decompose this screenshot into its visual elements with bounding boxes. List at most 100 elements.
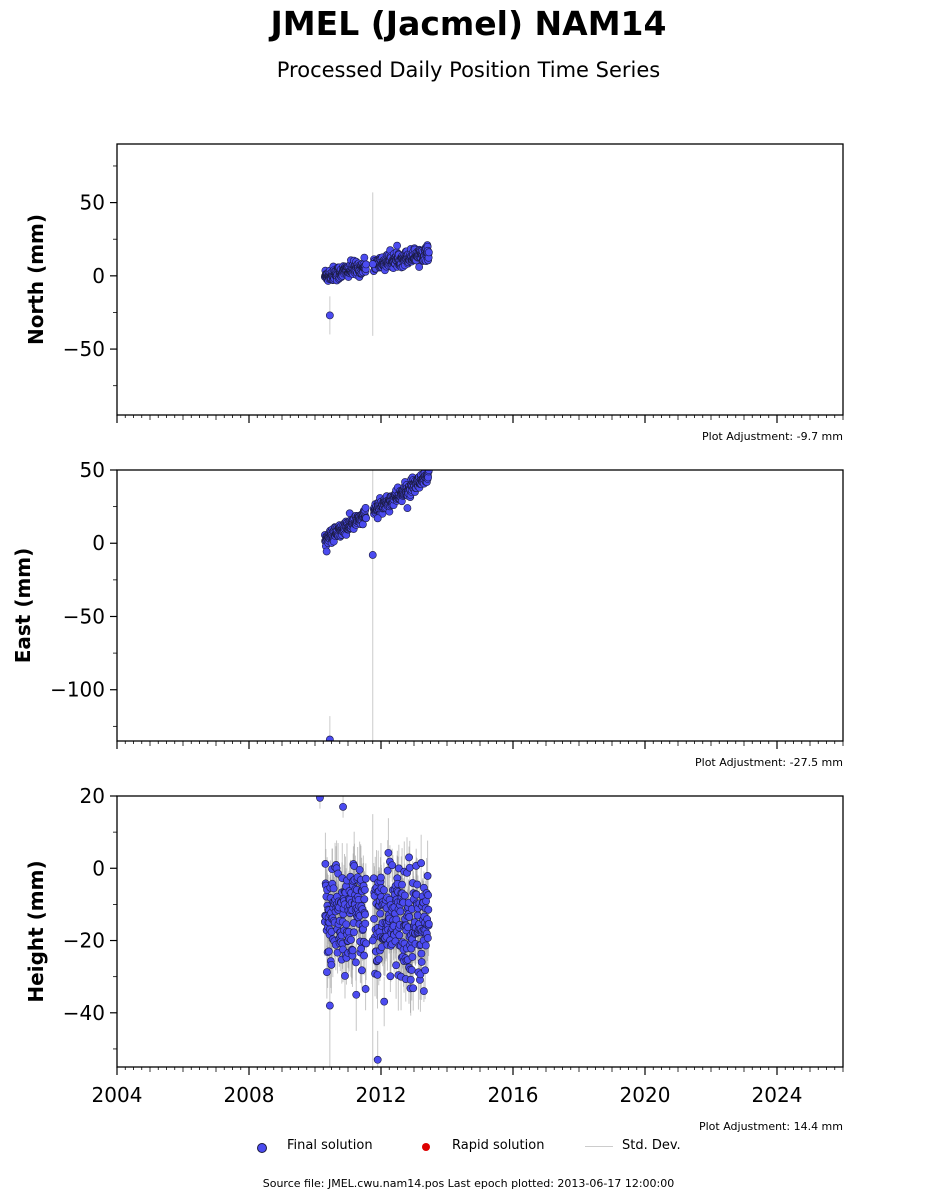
data-point (388, 861, 397, 870)
y-tick-label: 50 (80, 191, 105, 215)
y-tick-label: 0 (92, 264, 105, 288)
data-point (413, 880, 422, 889)
data-point (373, 1055, 382, 1064)
plot-area (320, 192, 433, 336)
data-point (384, 848, 393, 857)
data-point (424, 891, 433, 900)
data-point (368, 260, 377, 269)
data-point (409, 984, 418, 993)
data-point (362, 514, 370, 523)
data-point (405, 863, 414, 872)
plot-area (320, 470, 433, 741)
y-tick-label: −40 (63, 1001, 105, 1025)
chart-title: JMEL (Jacmel) NAM14 (270, 4, 667, 43)
y-tick-label: 0 (92, 856, 105, 880)
data-point (368, 936, 377, 945)
data-point (377, 873, 385, 882)
y-tick-label: 20 (80, 784, 105, 808)
data-point (421, 966, 430, 975)
data-point (400, 891, 409, 900)
x-tick-label: 2012 (356, 1083, 407, 1107)
data-point (316, 796, 324, 802)
legend-label-final: Final solution (287, 1138, 373, 1153)
data-point (357, 966, 366, 975)
data-point (324, 947, 333, 956)
x-tick-label: 2004 (92, 1083, 143, 1107)
data-point (325, 1001, 334, 1010)
data-point (396, 907, 405, 916)
data-point (380, 997, 389, 1006)
data-point (393, 241, 401, 250)
x-tick-label: 2008 (224, 1083, 275, 1107)
y-tick-label: −50 (63, 604, 105, 628)
data-point (362, 260, 370, 269)
plot-adjustment-note: Plot Adjustment: -9.7 mm (702, 430, 843, 443)
plot-area (316, 796, 433, 1067)
data-point (392, 961, 401, 970)
y-tick-label: −100 (50, 678, 105, 702)
data-point (342, 920, 351, 929)
data-point (373, 514, 382, 523)
data-point (361, 985, 370, 993)
data-point (347, 935, 355, 944)
data-point (362, 939, 370, 948)
data-point (421, 941, 430, 950)
data-point (423, 934, 432, 942)
data-point (361, 910, 369, 919)
plot-adjustment-note: Plot Adjustment: -27.5 mm (695, 756, 843, 769)
data-point (350, 928, 358, 937)
y-tick-label: 0 (92, 531, 105, 555)
x-tick-label: 2024 (752, 1083, 803, 1107)
data-point (327, 960, 336, 969)
data-point (406, 975, 415, 984)
data-point (355, 865, 364, 874)
y-axis-label: East (mm) (11, 548, 35, 664)
data-point (408, 953, 417, 961)
data-point (398, 880, 406, 889)
data-point (360, 253, 369, 262)
data-point (424, 920, 433, 928)
legend-label-std: Std. Dev. (622, 1138, 681, 1153)
data-point (325, 735, 334, 741)
plot-adjustment-note: Plot Adjustment: 14.4 mm (699, 1120, 843, 1133)
legend-label-rapid: Rapid solution (452, 1138, 545, 1153)
data-point (419, 987, 428, 996)
data-point (348, 946, 357, 955)
data-point (395, 931, 404, 940)
data-point (423, 872, 432, 880)
y-axis-label: North (mm) (24, 214, 48, 345)
data-point (360, 951, 368, 960)
rapid-solution-marker-icon (422, 1143, 430, 1151)
data-point (373, 970, 382, 979)
final-solution-marker-icon (257, 1143, 267, 1153)
data-point (386, 972, 395, 981)
source-footer: Source file: JMEL.cwu.nam14.pos Last epo… (262, 1177, 675, 1190)
data-point (352, 958, 360, 967)
data-point (376, 909, 385, 918)
data-point (368, 551, 377, 559)
data-point (350, 862, 359, 870)
data-point (374, 955, 383, 964)
data-point (361, 503, 370, 512)
data-point (424, 248, 433, 257)
x-tick-label: 2020 (620, 1083, 671, 1107)
data-point (322, 547, 331, 556)
y-tick-label: −20 (63, 929, 105, 953)
data-point (361, 919, 370, 928)
data-point (341, 971, 349, 980)
data-point (380, 886, 388, 895)
data-point (417, 958, 426, 966)
panel-frame (116, 469, 844, 742)
panel-frame (116, 143, 844, 416)
data-point (357, 944, 366, 953)
panel-3: 2004 2008 2012 2016 2020 2024 20 0 −20 −40 Height … (24, 784, 844, 1133)
data-point (424, 905, 433, 914)
panel-frame (116, 795, 844, 1068)
data-point (383, 866, 392, 875)
y-tick-label: −50 (63, 337, 105, 361)
data-point (403, 504, 412, 512)
data-point (329, 884, 338, 893)
data-point (322, 968, 331, 977)
data-point (321, 860, 330, 868)
panel-1: 50 0 −50 North (mm) Plot Adjustment: -9.7 mm (24, 143, 844, 443)
